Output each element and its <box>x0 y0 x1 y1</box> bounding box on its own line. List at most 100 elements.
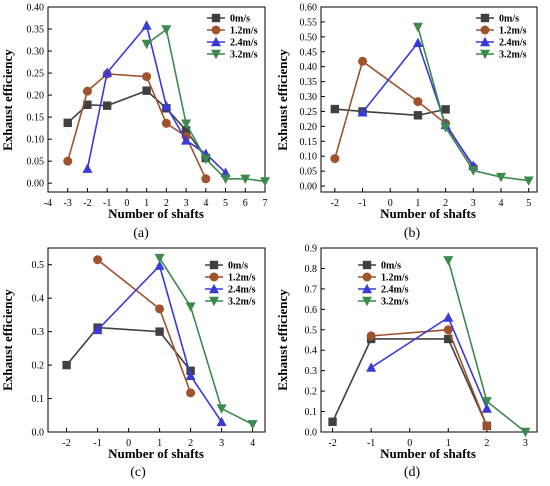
x-tick-label: -1 <box>358 198 366 209</box>
y-tick-label: 0.45 <box>300 47 318 58</box>
x-tick-label: 3 <box>471 198 476 209</box>
data-point <box>443 256 454 266</box>
y-tick-label: 0.0 <box>305 428 318 439</box>
legend: 0m/s1.2m/s2.4m/s3.2m/s <box>358 261 409 308</box>
series-2 <box>366 312 492 413</box>
y-tick-label: 0.2 <box>305 387 318 398</box>
data-point <box>161 118 171 128</box>
data-point <box>412 37 423 48</box>
x-tick-label: 2 <box>188 438 193 449</box>
data-point <box>366 331 376 341</box>
data-point <box>366 362 377 372</box>
x-tick-label: 4 <box>499 198 504 209</box>
panel-caption-c: (c) <box>130 465 146 480</box>
data-point <box>440 123 451 133</box>
x-tick-label: -4 <box>44 198 52 209</box>
data-point <box>240 174 251 184</box>
data-point <box>330 104 340 114</box>
data-point <box>102 67 113 77</box>
data-point <box>186 388 196 398</box>
x-tick-label: 0 <box>126 438 131 449</box>
legend-swatch-marker <box>362 272 372 282</box>
y-tick-label: 0.9 <box>305 244 318 255</box>
data-point <box>155 304 165 314</box>
plot-frame <box>47 247 266 433</box>
y-axis-label: Exhaust efficiency <box>0 49 15 151</box>
x-tick-label: 7 <box>263 198 268 209</box>
x-tick-label: 4 <box>250 438 255 449</box>
data-point <box>142 72 152 82</box>
y-tick-label: 0.20 <box>300 122 318 133</box>
legend-swatch-marker <box>211 13 221 23</box>
data-point <box>496 172 506 183</box>
data-point <box>523 176 534 186</box>
y-tick-label: 0.3 <box>305 366 318 377</box>
panel-c: -2 -1 0 1 2 3 4 0.0 0.1 0.2 0.3 0.4 0.5 Number of sha… <box>0 247 266 461</box>
series-3 <box>412 22 534 186</box>
y-axis-label: Exhaust efficiency <box>275 289 290 391</box>
data-point <box>441 105 450 114</box>
y-tick-label: 0.00 <box>300 182 318 193</box>
x-axis-label: Number of shafts <box>108 206 204 221</box>
data-point <box>62 360 71 370</box>
x-tick-label: 1 <box>415 198 420 209</box>
data-point <box>357 107 368 117</box>
data-point <box>481 397 492 407</box>
y-tick-label: 0.4 <box>32 294 45 305</box>
y-tick-label: 0.2 <box>32 361 45 372</box>
y-tick-label: 0.35 <box>300 77 318 88</box>
data-point <box>220 174 231 184</box>
data-point <box>328 417 337 426</box>
y-tick-label: 0.5 <box>32 260 45 271</box>
data-point <box>220 167 231 177</box>
legend-swatch-marker <box>480 13 490 23</box>
data-point <box>63 118 72 128</box>
data-point <box>141 39 152 50</box>
y-tick-label: 0.7 <box>305 284 318 295</box>
y-axis-label: Exhaust efficiency <box>0 289 15 391</box>
y-tick-label: 0.05 <box>300 167 318 178</box>
data-point <box>82 86 92 96</box>
data-point <box>102 101 112 110</box>
data-point <box>161 100 172 111</box>
y-tick-label: 0.3 <box>32 327 45 338</box>
legend-entry-label: 2.4m/s <box>499 38 527 49</box>
x-tick-label: 2 <box>164 198 169 209</box>
legend-swatch-marker <box>362 260 372 270</box>
data-point <box>413 97 423 107</box>
y-tick-label: 0.10 <box>300 152 318 163</box>
legend-entry-label: 2.4m/s <box>228 285 256 296</box>
data-point <box>443 312 454 322</box>
panel-b: -2 -1 0 1 2 3 4 5 0.00 0.05 0.10 0.15 0.20 0.25 0.30 0.… <box>275 3 538 221</box>
legend-swatch-marker <box>211 36 221 47</box>
series-line <box>97 264 223 423</box>
legend-swatch-marker <box>209 296 219 307</box>
panel-caption-a: (a) <box>133 226 149 241</box>
y-tick-label: 0.25 <box>300 107 318 118</box>
y-tick-label: 0.0 <box>32 428 45 439</box>
data-point <box>443 325 453 335</box>
x-tick-label: -3 <box>64 198 72 209</box>
series-line <box>361 41 474 167</box>
legend-entry-label: 3.2m/s <box>230 50 258 61</box>
x-axis-label: Number of shafts <box>380 446 476 461</box>
data-point <box>468 166 479 176</box>
x-tick-label: 0 <box>407 438 412 449</box>
legend-entry-label: 3.2m/s <box>499 50 527 61</box>
y-tick-label: 0.4 <box>305 346 318 357</box>
x-tick-label: -1 <box>103 198 111 209</box>
legend-entry-label: 2.4m/s <box>230 38 258 49</box>
series-line <box>331 338 488 427</box>
legend-swatch-marker <box>209 272 219 282</box>
legend-swatch-marker <box>209 283 219 294</box>
legend: 0m/s1.2m/s2.4m/s3.2m/s <box>205 261 256 308</box>
panel-caption-d: (d) <box>403 465 421 480</box>
legend-entry-label: 0m/s <box>228 261 248 272</box>
x-tick-label: 3 <box>523 438 528 449</box>
data-point <box>154 253 165 264</box>
data-point <box>181 126 191 135</box>
y-tick-label: 0.6 <box>305 305 318 316</box>
legend-entry-label: 3.2m/s <box>228 297 256 308</box>
data-point <box>201 174 211 184</box>
